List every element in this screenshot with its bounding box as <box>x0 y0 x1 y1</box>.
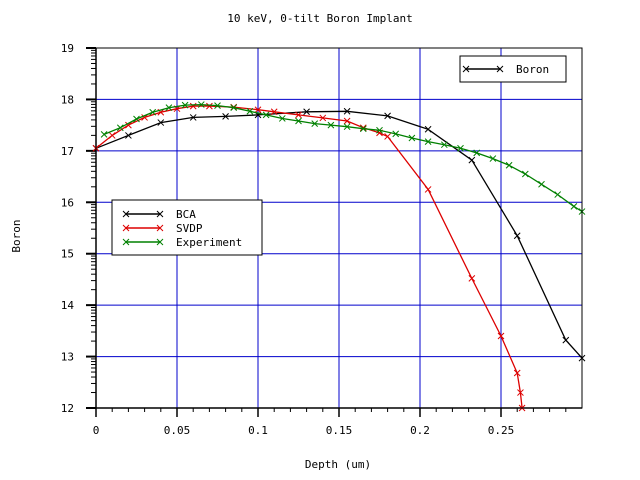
series-svdp <box>92 102 526 412</box>
data-point-bca-10 <box>468 156 476 164</box>
y-tick-label-2: 14 <box>61 299 75 312</box>
data-point-svdp-2 <box>125 121 132 129</box>
data-point-experiment-4 <box>165 104 173 112</box>
data-point-svdp-7 <box>206 102 213 110</box>
series-line-bca <box>95 110 583 359</box>
data-point-experiment-12 <box>295 117 302 125</box>
x-tick-label-0: 0 <box>93 424 100 437</box>
data-point-experiment-8 <box>230 104 238 112</box>
data-point-experiment-13 <box>311 120 319 127</box>
legend-boron[interactable]: Boron <box>459 55 567 83</box>
data-point-bca-7 <box>343 107 351 115</box>
legend-label-experiment: Experiment <box>176 236 242 249</box>
data-point-experiment-7 <box>214 102 221 109</box>
data-point-experiment-22 <box>457 144 464 152</box>
data-point-svdp-11 <box>295 111 302 119</box>
x-tick-label-2: 0.1 <box>248 424 268 437</box>
data-point-experiment-6 <box>197 101 205 108</box>
y-tick-label-1: 13 <box>61 351 74 364</box>
data-point-svdp-9 <box>254 106 262 114</box>
data-point-experiment-29 <box>570 203 578 210</box>
x-tick-label-1: 0.05 <box>164 424 191 437</box>
x-tick-label-4: 0.2 <box>410 424 430 437</box>
legend-marker-boron <box>462 65 504 73</box>
data-point-svdp-13 <box>343 117 351 125</box>
x-axis-label: Depth (um) <box>305 458 371 471</box>
series-layer <box>92 101 586 412</box>
data-point-experiment-28 <box>554 191 562 198</box>
y-tick-label-3: 15 <box>61 248 74 261</box>
data-point-experiment-17 <box>376 126 383 134</box>
legend-main[interactable]: BCA SVDP Experiment <box>111 199 263 256</box>
data-point-svdp-21 <box>517 389 524 396</box>
data-point-bca-12 <box>562 336 570 344</box>
data-point-experiment-23 <box>473 149 481 157</box>
data-point-svdp-12 <box>319 114 327 122</box>
data-point-experiment-2 <box>133 115 140 123</box>
data-point-svdp-17 <box>424 186 432 193</box>
series-bca <box>92 107 586 362</box>
data-point-bca-8 <box>384 112 391 120</box>
data-point-experiment-24 <box>489 155 497 162</box>
data-point-svdp-19 <box>497 332 505 340</box>
data-point-bca-3 <box>189 114 197 121</box>
data-point-svdp-20 <box>513 369 521 377</box>
data-point-bca-9 <box>424 125 432 133</box>
data-point-svdp-1 <box>108 132 116 139</box>
data-point-experiment-10 <box>262 111 270 119</box>
series-experiment <box>100 101 586 215</box>
legend-label-bca: BCA <box>176 208 196 221</box>
y-tick-label-4: 16 <box>61 196 74 209</box>
legend-label-boron: Boron <box>516 63 549 76</box>
data-point-bca-1 <box>125 132 132 139</box>
legend-marker-svdp <box>122 224 164 232</box>
data-point-experiment-27 <box>538 180 545 188</box>
chart-title: 10 keV, 0-tilt Boron Implant <box>227 12 412 25</box>
data-point-experiment-11 <box>278 115 286 122</box>
tick-labels: 12 13 14 15 16 17 18 19 0 0.05 0.1 0.15 0.2 0.25 <box>61 42 515 437</box>
data-point-experiment-14 <box>327 121 335 129</box>
data-point-experiment-18 <box>392 130 400 138</box>
data-point-svdp-10 <box>270 108 278 116</box>
data-point-bca-11 <box>513 232 521 240</box>
data-point-svdp-14 <box>359 124 367 132</box>
data-point-experiment-5 <box>181 101 189 109</box>
data-point-experiment-1 <box>116 124 124 132</box>
x-tick-label-5: 0.25 <box>488 424 515 437</box>
y-tick-label-5: 17 <box>61 145 74 158</box>
y-axis-label: Boron <box>10 219 23 252</box>
legend-marker-bca <box>122 210 164 218</box>
data-point-experiment-16 <box>359 125 367 133</box>
x-tick-label-3: 0.15 <box>326 424 353 437</box>
data-point-experiment-0 <box>100 131 108 138</box>
plot-frame <box>95 47 583 409</box>
legend-marker-experiment <box>122 238 164 246</box>
data-point-experiment-25 <box>505 161 513 169</box>
data-point-experiment-21 <box>440 141 448 149</box>
data-point-bca-6 <box>303 108 310 116</box>
data-point-svdp-18 <box>468 275 476 282</box>
legend-label-svdp: SVDP <box>176 222 203 235</box>
data-point-svdp-6 <box>189 102 197 110</box>
y-tick-label-0: 12 <box>61 402 74 415</box>
data-point-svdp-16 <box>384 133 391 140</box>
data-point-bca-2 <box>157 119 165 126</box>
data-point-experiment-3 <box>149 108 157 116</box>
data-point-bca-4 <box>222 113 229 120</box>
data-point-experiment-26 <box>521 170 529 178</box>
y-tick-label-6: 18 <box>61 93 74 106</box>
data-point-experiment-9 <box>246 107 254 115</box>
data-point-experiment-20 <box>424 138 432 145</box>
y-tick-label-7: 19 <box>61 42 74 55</box>
data-point-experiment-15 <box>343 123 351 131</box>
data-point-experiment-19 <box>408 134 416 142</box>
ticks <box>86 47 567 417</box>
